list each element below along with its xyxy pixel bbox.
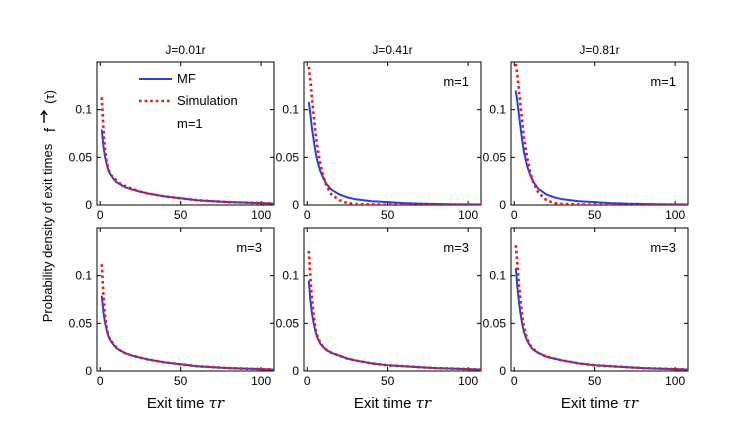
panel-annotation: m=3 <box>650 240 676 255</box>
series-simulation <box>100 97 274 205</box>
legend-annotation: m=1 <box>177 116 203 131</box>
y-tick-label: 0 <box>292 198 299 212</box>
y-tick-label: 0.1 <box>75 269 92 283</box>
series-mf <box>307 280 481 371</box>
x-tick-label: 0 <box>511 374 518 388</box>
x-tick-label: 100 <box>251 374 271 388</box>
series-simulation <box>100 264 274 371</box>
panel-title: J=0.81r <box>579 43 619 57</box>
legend: MF Simulation m=1 <box>139 71 238 131</box>
x-tick-label: 100 <box>458 208 478 222</box>
y-tick-label: 0.1 <box>489 103 506 117</box>
legend-label-simulation: Simulation <box>177 93 238 108</box>
legend-label-mf: MF <box>177 71 196 86</box>
series-mf <box>100 295 274 371</box>
series-simulation <box>514 63 688 205</box>
series-simulation <box>307 250 481 371</box>
y-tick-label: 0 <box>85 198 92 212</box>
panel-title: J=0.41r <box>372 43 412 57</box>
x-tick-label: 50 <box>588 374 602 388</box>
panel-2: 0 0.05 0.1 0 50 100 J=0.41r m=1 <box>276 43 482 222</box>
plot-frame <box>96 227 275 372</box>
x-tick-label: 50 <box>174 208 188 222</box>
plot-frame <box>303 227 482 372</box>
panel-annotation: m=3 <box>236 240 262 255</box>
y-tick-label: 0.05 <box>483 150 507 164</box>
y-tick-label: 0 <box>292 364 299 378</box>
x-tick-label: 100 <box>251 208 271 222</box>
x-axis-label: Exit time τr <box>147 394 225 412</box>
x-tick-label: 0 <box>511 208 518 222</box>
panels: 0 0.05 0.1 0 50 100 J=0.01r MF Simulation m=1 0 0.0… <box>69 43 689 412</box>
series-mf <box>100 129 274 205</box>
x-tick-label: 0 <box>97 374 104 388</box>
y-tick-label: 0.05 <box>276 150 300 164</box>
series-mf <box>514 90 688 205</box>
series-mf <box>514 267 688 371</box>
x-axis-label: Exit time τr <box>354 394 432 412</box>
x-axis-label: Exit time τr <box>561 394 639 412</box>
y-tick-label: 0.05 <box>69 150 93 164</box>
left-arrow-icon <box>40 109 48 123</box>
panel-6: 0 0.05 0.1 0 50 100 m=3 Exit time τr <box>483 227 689 412</box>
y-tick-label: 0.1 <box>282 269 299 283</box>
panel-4: 0 0.05 0.1 0 50 100 m=3 Exit time τr <box>69 227 275 412</box>
x-tick-label: 0 <box>304 374 311 388</box>
y-tick-label: 0.05 <box>276 316 300 330</box>
x-tick-label: 100 <box>665 374 685 388</box>
panel-title: J=0.01r <box>165 43 205 57</box>
plot-frame <box>510 227 689 372</box>
series-simulation <box>514 245 688 371</box>
y-axis-label: Probability density of exit times <box>40 143 55 322</box>
series-mf <box>307 101 481 205</box>
x-tick-label: 50 <box>588 208 602 222</box>
series-simulation <box>307 66 481 205</box>
x-tick-label: 50 <box>381 374 395 388</box>
panel-5: 0 0.05 0.1 0 50 100 m=3 Exit time τr <box>276 227 482 412</box>
panel-annotation: m=3 <box>443 240 469 255</box>
x-tick-label: 50 <box>381 208 395 222</box>
y-tick-label: 0 <box>499 364 506 378</box>
x-tick-label: 100 <box>458 374 478 388</box>
y-symbol-f: f <box>42 127 59 132</box>
panel-annotation: m=1 <box>443 74 469 89</box>
plot-frame <box>96 61 275 206</box>
y-tick-label: 0.05 <box>483 316 507 330</box>
panel-3: 0 0.05 0.1 0 50 100 J=0.81r m=1 <box>483 43 689 222</box>
y-tick-label: 0.1 <box>75 103 92 117</box>
x-tick-label: 0 <box>304 208 311 222</box>
x-tick-label: 100 <box>665 208 685 222</box>
x-tick-label: 50 <box>174 374 188 388</box>
y-tick-label: 0.1 <box>489 269 506 283</box>
y-tick-label: 0 <box>499 198 506 212</box>
y-tick-label: 0 <box>85 364 92 378</box>
y-tick-label: 0.1 <box>282 103 299 117</box>
y-tick-label: 0.05 <box>69 316 93 330</box>
plot-frame <box>303 61 482 206</box>
panel-1: 0 0.05 0.1 0 50 100 J=0.01r MF Simulation m=1 <box>69 43 275 222</box>
y-symbol-arg: (τ) <box>42 90 57 104</box>
x-tick-label: 0 <box>97 208 104 222</box>
panel-annotation: m=1 <box>650 74 676 89</box>
